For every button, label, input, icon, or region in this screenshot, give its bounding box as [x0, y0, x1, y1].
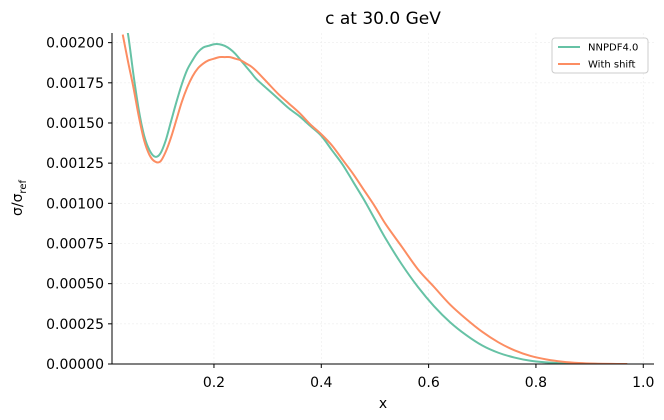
- y-tick-label: 0.00050: [46, 277, 104, 293]
- x-tick-label: 0.8: [525, 375, 547, 391]
- y-tick-label: 0.00125: [46, 156, 104, 172]
- legend-label-with-shift: With shift: [588, 60, 636, 71]
- y-tick-label: 0.00150: [46, 116, 104, 132]
- y-axis-label: σ/σref: [10, 180, 29, 217]
- y-axis-label-main: σ/σ: [10, 193, 26, 216]
- grid: [112, 33, 654, 365]
- chart-title: c at 30.0 GeV: [325, 9, 441, 29]
- legend-label-nnpdf: NNPDF4.0: [588, 43, 638, 54]
- y-axis-label-subscript: ref: [18, 180, 29, 194]
- x-tick-label: 1.0: [632, 375, 654, 391]
- y-tick-label: 0.00100: [46, 196, 104, 212]
- x-tick-label: 0.4: [310, 375, 332, 391]
- y-tick-label: 0.00075: [46, 236, 104, 252]
- series-line-with-shift: [121, 34, 628, 364]
- y-axis-ticks: 0.00000 0.00025 0.00050 0.00075 0.00100 0.001…: [46, 36, 112, 373]
- x-axis-ticks: 0.2 0.4 0.6 0.8 1.0: [203, 364, 654, 391]
- legend: NNPDF4.0 With shift: [551, 37, 649, 74]
- y-tick-label: 0.00200: [46, 36, 104, 52]
- x-axis-label: x: [379, 396, 387, 412]
- x-tick-label: 0.2: [203, 375, 225, 391]
- y-tick-label: 0.00175: [46, 76, 104, 92]
- series-layer: [121, 33, 628, 364]
- series-line-nnpdf4-0: [126, 33, 628, 364]
- y-tick-label: 0.00000: [46, 357, 104, 373]
- x-tick-label: 0.6: [417, 375, 439, 391]
- y-tick-label: 0.00025: [46, 317, 104, 333]
